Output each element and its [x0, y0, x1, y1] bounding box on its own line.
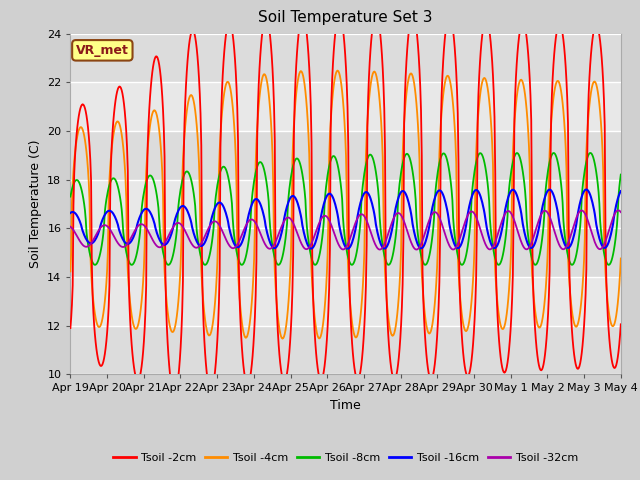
Legend: Tsoil -2cm, Tsoil -4cm, Tsoil -8cm, Tsoil -16cm, Tsoil -32cm: Tsoil -2cm, Tsoil -4cm, Tsoil -8cm, Tsoi…: [109, 448, 582, 467]
Bar: [70, 277, 621, 326]
Bar: [70, 326, 621, 374]
Bar: [70, 82, 621, 131]
Bar: [70, 131, 621, 180]
Text: VR_met: VR_met: [76, 44, 129, 57]
Bar: [70, 34, 621, 82]
Bar: [70, 228, 621, 277]
Title: Soil Temperature Set 3: Soil Temperature Set 3: [259, 11, 433, 25]
Bar: [70, 180, 621, 228]
X-axis label: Time: Time: [330, 399, 361, 412]
Y-axis label: Soil Temperature (C): Soil Temperature (C): [29, 140, 42, 268]
